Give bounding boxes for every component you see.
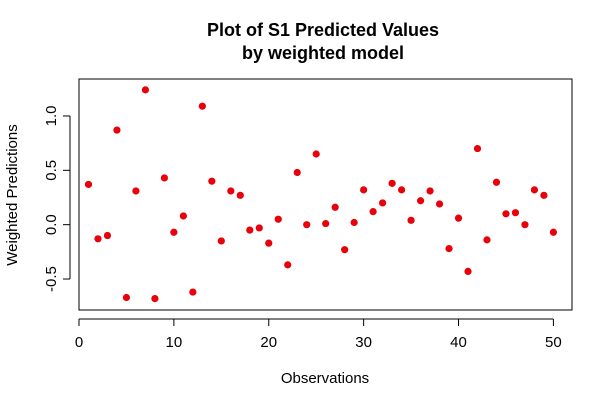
data-point xyxy=(360,186,368,194)
data-point xyxy=(189,288,197,296)
y-tick-label: 1.0 xyxy=(43,106,60,127)
data-point xyxy=(122,293,131,302)
y-axis-label: Weighted Predictions xyxy=(4,124,21,265)
data-point xyxy=(331,203,339,211)
data-point xyxy=(208,177,216,185)
data-point xyxy=(502,210,510,218)
data-point xyxy=(198,102,206,110)
data-point xyxy=(492,178,501,186)
data-point xyxy=(227,187,235,195)
data-point xyxy=(236,191,244,199)
data-point xyxy=(350,218,358,227)
x-tick-label: 50 xyxy=(545,334,562,351)
data-point xyxy=(113,126,121,134)
x-axis: 0 10 20 30 40 50 xyxy=(75,318,562,351)
data-point xyxy=(284,261,292,269)
data-point xyxy=(435,200,444,208)
data-point xyxy=(170,228,178,236)
data-point xyxy=(445,244,453,253)
data-point xyxy=(151,294,159,303)
data-point xyxy=(179,212,187,220)
x-axis-label: Observations xyxy=(281,370,369,387)
data-point xyxy=(530,186,539,194)
data-point xyxy=(416,197,425,205)
data-point xyxy=(341,246,349,254)
data-point xyxy=(388,179,396,187)
data-point xyxy=(255,224,263,232)
x-tick-label: 40 xyxy=(450,334,467,351)
data-point xyxy=(246,226,254,234)
chart-subtitle: by weighted model xyxy=(242,43,404,63)
data-point xyxy=(217,237,225,245)
y-tick-label: 0.5 xyxy=(43,160,60,181)
data-point xyxy=(521,221,529,229)
x-tick-label: 20 xyxy=(260,334,277,351)
x-tick-label: 10 xyxy=(166,334,183,351)
y-tick-label: -0.5 xyxy=(43,266,60,292)
data-point xyxy=(293,168,301,177)
data-point xyxy=(426,187,434,195)
data-point xyxy=(274,215,282,223)
x-tick-label: 0 xyxy=(75,334,83,351)
data-point xyxy=(103,231,112,240)
data-point xyxy=(473,144,482,153)
data-point xyxy=(312,150,320,158)
data-point xyxy=(141,86,150,94)
data-point xyxy=(511,209,520,217)
data-point xyxy=(84,180,93,189)
x-tick-label: 30 xyxy=(355,334,372,351)
y-axis: -0.5 0.0 0.5 1.0 xyxy=(43,106,71,292)
data-point xyxy=(369,208,377,216)
data-point xyxy=(265,239,273,247)
data-point xyxy=(94,235,102,243)
data-point xyxy=(132,187,140,195)
data-point xyxy=(454,214,463,222)
data-point xyxy=(464,267,472,276)
data-point xyxy=(407,216,415,224)
chart-title: Plot of S1 Predicted Values xyxy=(207,20,439,40)
data-point xyxy=(549,228,558,236)
data-point xyxy=(160,174,168,182)
y-tick-label: 0.0 xyxy=(43,214,60,235)
data-point xyxy=(322,219,330,228)
data-point xyxy=(303,221,311,229)
data-point xyxy=(540,191,548,199)
plot-area xyxy=(78,78,573,311)
data-point xyxy=(397,186,406,194)
data-point xyxy=(379,199,387,207)
data-points xyxy=(84,86,558,303)
data-point xyxy=(483,236,491,244)
